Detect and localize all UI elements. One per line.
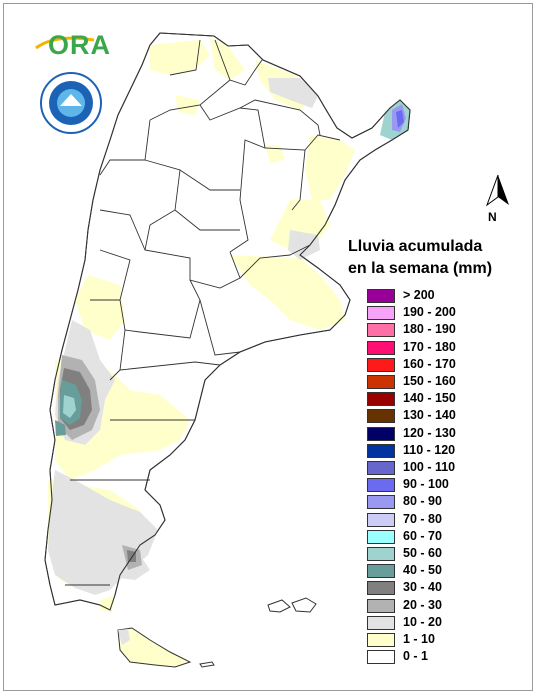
legend-swatch <box>367 478 395 493</box>
legend-item: 180 - 190 <box>367 321 507 338</box>
legend-label: 10 - 20 <box>403 614 442 629</box>
legend-label: 110 - 120 <box>403 442 456 457</box>
legend-item: 150 - 160 <box>367 373 507 390</box>
legend-swatch <box>367 615 395 630</box>
rain-50-60 <box>63 395 76 418</box>
argentina-outline <box>44 32 411 611</box>
legend-swatch <box>367 426 395 441</box>
legend-swatch <box>367 598 395 613</box>
legend-item: 20 - 30 <box>367 597 507 614</box>
legend-swatch <box>367 375 395 389</box>
legend-label: 50 - 60 <box>403 546 442 560</box>
legend-swatch <box>367 633 395 647</box>
legend-label: 1 - 10 <box>403 632 435 646</box>
legend-item: 60 - 70 <box>367 528 507 545</box>
legend-label: 100 - 110 <box>403 460 456 474</box>
legend-swatch <box>367 650 395 665</box>
legend-label: 0 - 1 <box>403 649 429 664</box>
legend-label: 140 - 150 <box>403 391 456 406</box>
legend-item: 10 - 20 <box>367 614 507 631</box>
legend-item: 110 - 120 <box>367 442 507 459</box>
legend-label: 130 - 140 <box>403 408 456 423</box>
legend-title: Lluvia acumulada en la semana (mm) <box>348 236 492 280</box>
legend-item: 120 - 130 <box>367 425 507 442</box>
legend-item: 1 - 10 <box>367 631 507 648</box>
legend-label: 70 - 80 <box>403 511 442 526</box>
malvinas-islands <box>267 597 317 613</box>
legend-swatch <box>367 409 395 424</box>
legend-label: > 200 <box>403 288 435 302</box>
legend-item: 0 - 1 <box>367 648 507 665</box>
legend-swatch <box>367 323 395 338</box>
legend-swatch <box>367 547 395 561</box>
legend-label: 40 - 50 <box>403 563 442 578</box>
legend-label: 190 - 200 <box>403 305 456 320</box>
legend-item: > 200 <box>367 287 507 304</box>
legend-item: 100 - 110 <box>367 459 507 476</box>
legend-swatch <box>367 512 395 527</box>
legend-swatch <box>367 461 395 475</box>
legend-item: 160 - 170 <box>367 356 507 373</box>
legend-label: 150 - 160 <box>403 374 456 388</box>
ora-logo-text: ORA <box>48 30 111 60</box>
legend-label: 90 - 100 <box>403 477 449 492</box>
legend-label: 180 - 190 <box>403 322 456 337</box>
legend-label: 160 - 170 <box>403 356 456 371</box>
legend-swatch <box>367 340 395 355</box>
legend-label: 20 - 30 <box>403 597 442 612</box>
legend-item: 70 - 80 <box>367 511 507 528</box>
legend-swatch <box>367 529 395 544</box>
legend-swatch <box>367 357 395 372</box>
legend-swatch <box>367 306 395 321</box>
legend-item: 130 - 140 <box>367 407 507 424</box>
legend-swatch <box>367 289 395 303</box>
legend-item: 90 - 100 <box>367 476 507 493</box>
legend-title-line1: Lluvia acumulada <box>348 238 483 255</box>
legend-item: 190 - 200 <box>367 304 507 321</box>
province-borders <box>65 39 341 586</box>
legend-swatch <box>367 443 395 458</box>
legend-item: 40 - 50 <box>367 562 507 579</box>
isla-de-los-estados <box>199 661 215 668</box>
legend-swatch <box>367 581 395 596</box>
legend-item: 80 - 90 <box>367 493 507 510</box>
legend-title-line2: en la semana (mm) <box>348 260 493 277</box>
legend-item: 50 - 60 <box>367 545 507 562</box>
legend-swatch <box>367 495 395 510</box>
legend-label: 120 - 130 <box>403 425 456 440</box>
legend-swatch <box>367 564 395 579</box>
legend-label: 60 - 70 <box>403 528 442 543</box>
legend-item: 140 - 150 <box>367 390 507 407</box>
ora-logo <box>35 36 95 50</box>
legend-label: 30 - 40 <box>403 580 442 595</box>
legend-label: 170 - 180 <box>403 339 456 354</box>
tierra-del-fuego-grey <box>118 629 130 645</box>
smn-seal-logo <box>40 72 102 134</box>
legend-item: 170 - 180 <box>367 339 507 356</box>
legend-item: 30 - 40 <box>367 579 507 596</box>
legend-label: 80 - 90 <box>403 494 442 509</box>
north-arrow-icon <box>485 174 509 207</box>
legend-swatch <box>367 392 395 407</box>
tierra-del-fuego <box>117 627 192 668</box>
north-label: N <box>488 210 497 224</box>
